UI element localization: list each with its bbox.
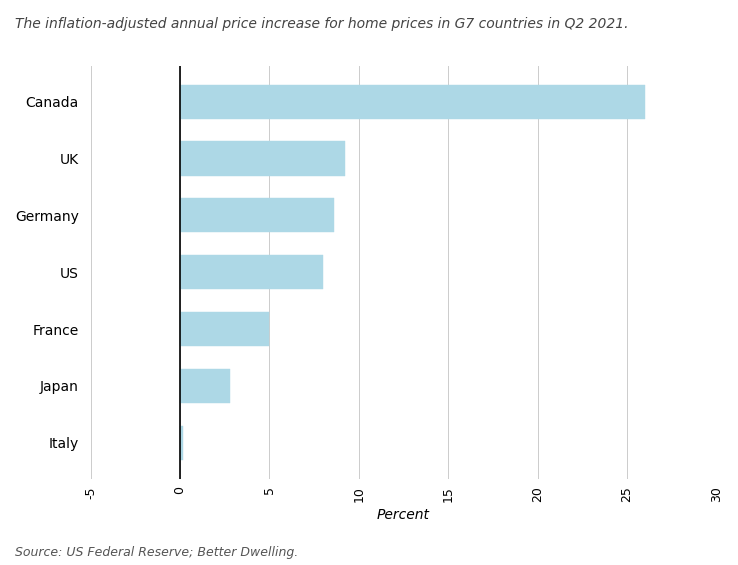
Bar: [180, 255, 323, 289]
Text: Source: US Federal Reserve; Better Dwelling.: Source: US Federal Reserve; Better Dwell…: [15, 546, 298, 559]
X-axis label: Percent: Percent: [377, 508, 430, 521]
Bar: [180, 85, 645, 119]
Bar: [180, 312, 269, 346]
Bar: [180, 426, 183, 460]
Text: The inflation-adjusted annual price increase for home prices in G7 countries in : The inflation-adjusted annual price incr…: [15, 17, 628, 31]
Bar: [180, 198, 334, 232]
Bar: [180, 141, 345, 176]
Bar: [180, 369, 230, 403]
